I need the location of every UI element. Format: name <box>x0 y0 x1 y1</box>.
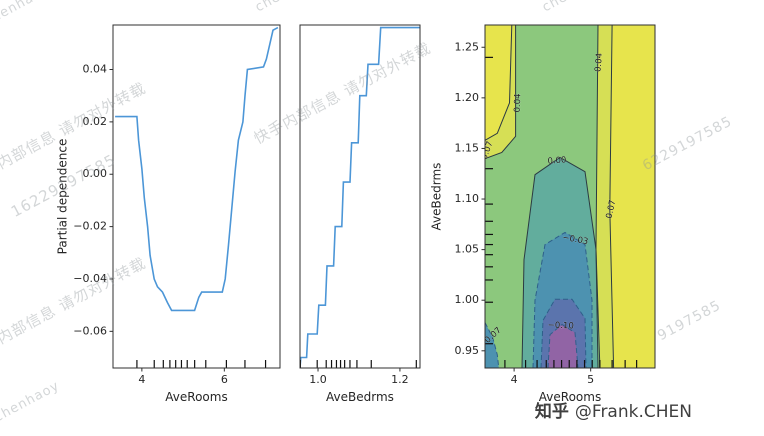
y-tick-label: 0.95 <box>455 344 480 357</box>
plot-pdp-avebedrms: 1.0 1.2 AveBedrms <box>299 24 421 404</box>
contour-line--0.10 <box>547 323 579 368</box>
contour-label: 0.04 <box>513 93 524 112</box>
contour-line-0.00 <box>521 156 599 368</box>
pdp-line <box>300 26 420 368</box>
x-tick-label: 1.0 <box>309 373 327 386</box>
contour-label: −0.03 <box>562 233 589 247</box>
y-tick-label: 0.02 <box>83 115 108 128</box>
axes-background <box>300 25 420 368</box>
y-tick-label: 1.00 <box>455 293 480 306</box>
contour-line--0.07 <box>540 298 587 368</box>
contour-line-0.04 <box>485 25 517 160</box>
axes-background <box>113 25 280 368</box>
x-axis-label: AveRooms <box>539 390 601 404</box>
plot-pdp-2d-contour: 0.040.070.040.070.00−0.03−0.10−0.074 50.9… <box>430 24 656 404</box>
x-tick-label: 1.2 <box>391 373 409 386</box>
y-tick-label: 1.05 <box>455 243 480 256</box>
contour-label: 0.00 <box>547 155 567 166</box>
y-axis-label: Partial dependence <box>56 139 70 255</box>
pdp-line <box>115 26 279 312</box>
axes-spines <box>484 24 656 369</box>
contour-region-ge-007-left <box>485 25 512 141</box>
credit-zhihu-logo: 知乎 <box>534 402 569 422</box>
contour-line--0.03 <box>532 231 593 368</box>
y-tick-label: 1.15 <box>455 141 480 154</box>
axes-spines <box>112 24 281 369</box>
contour-label: 0.07 <box>605 199 619 220</box>
x-tick-label: 5 <box>587 373 594 386</box>
contour-region-ge-007-right <box>609 25 655 368</box>
y-tick-label: −0.04 <box>73 272 107 285</box>
contour-label: 0.07 <box>480 140 496 161</box>
x-axis-label: AveRooms <box>165 390 227 404</box>
x-tick-label: 4 <box>511 373 518 386</box>
y-tick-label: −0.06 <box>73 324 107 337</box>
y-tick-label: 1.10 <box>455 192 480 205</box>
x-axis-label: AveBedrms <box>326 390 394 404</box>
y-tick-label: −0.02 <box>73 220 107 233</box>
contour-line-0.07 <box>485 25 513 141</box>
y-axis-label: AveBedrms <box>430 163 444 231</box>
y-tick-label: 0.00 <box>83 167 108 180</box>
y-tick-label: 1.20 <box>455 91 480 104</box>
x-tick-label: 6 <box>221 373 228 386</box>
contour-label: 0.04 <box>593 53 605 73</box>
y-tick-label: 1.25 <box>455 40 480 53</box>
plot-pdp-averooms: 4 6 0.04 0.02 0.00 −0.02 −0.04 −0.06 AveRooms Par… <box>56 24 281 404</box>
x-tick-label: 4 <box>138 373 145 386</box>
contour-region-le-007-corner <box>485 322 499 368</box>
contour-label: −0.10 <box>548 321 574 332</box>
contour-line--0.07 <box>485 322 500 368</box>
y-tick-label: 0.04 <box>83 63 108 76</box>
credit: 知乎 @Frank.CHEN <box>535 397 692 422</box>
contour-region-le-010-center <box>548 324 578 368</box>
contour-line-0.07 <box>609 25 615 368</box>
credit-handle: @Frank.CHEN <box>574 402 692 422</box>
axes-spines <box>299 24 421 369</box>
